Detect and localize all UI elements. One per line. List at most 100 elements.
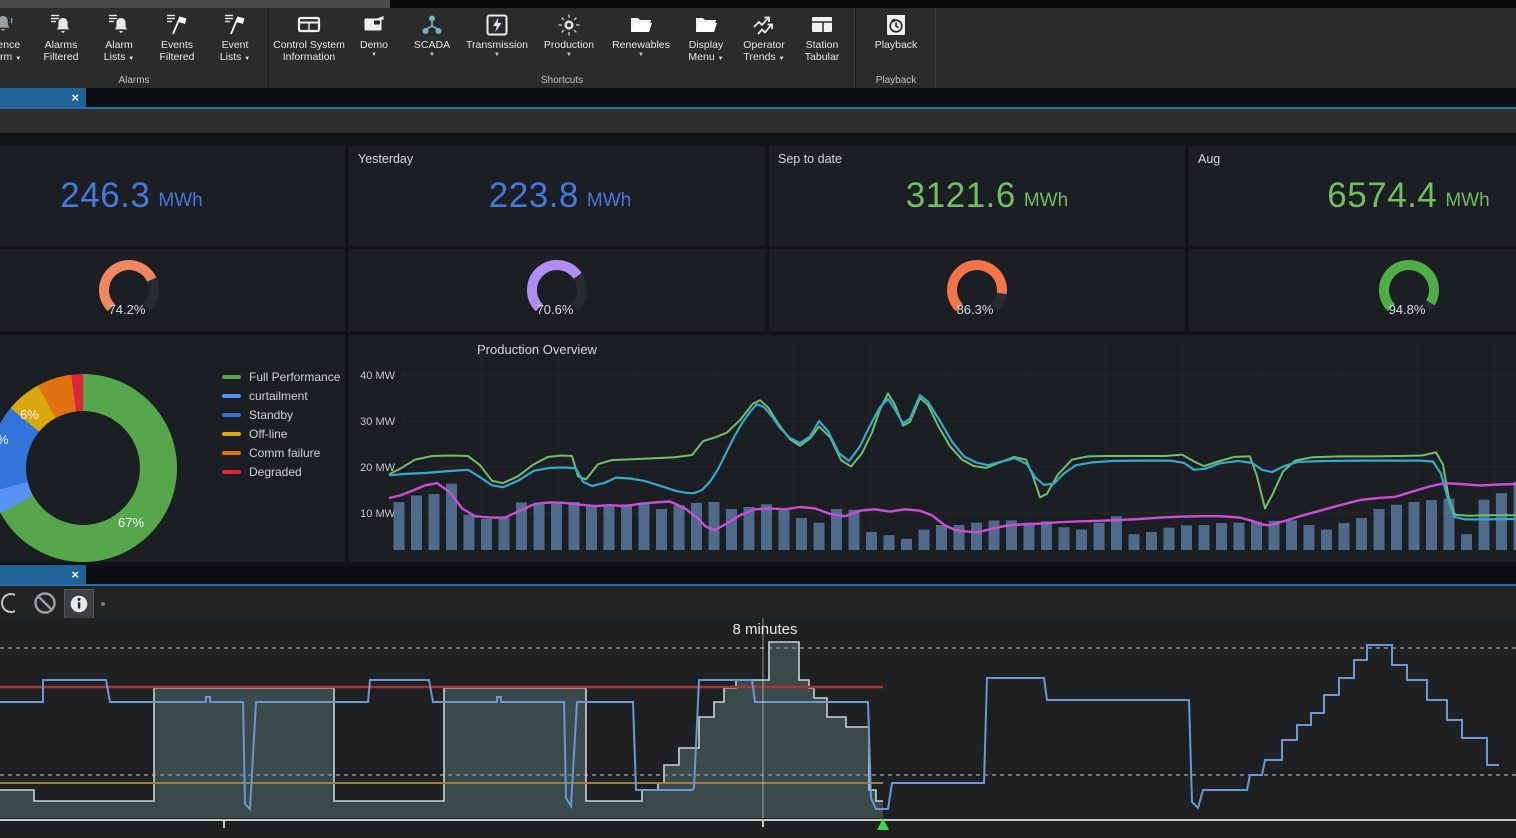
sun-icon bbox=[556, 11, 582, 39]
window-titlebar bbox=[0, 0, 390, 8]
ribbon-item-station-tabular[interactable]: Station Tabular bbox=[793, 8, 851, 63]
legend-item[interactable]: Off-line bbox=[222, 424, 340, 443]
ribbon-item-control-system-information[interactable]: Control System Information bbox=[273, 8, 345, 63]
ribbon-item-label: Control System Information bbox=[273, 39, 345, 63]
ribbon-group-playback: Playback Playback bbox=[855, 8, 936, 88]
gauge-chart: 94.8% bbox=[1378, 260, 1439, 317]
legend-label: Full Performance bbox=[249, 369, 341, 384]
gauge-chart: 86.3% bbox=[947, 260, 1007, 317]
svg-text:30 MW: 30 MW bbox=[360, 416, 395, 428]
ribbon-item-alarms-filtered[interactable]: Alarms Filtered bbox=[32, 8, 90, 63]
trend-tab[interactable]: × bbox=[0, 565, 86, 584]
ribbon-item-label: SilenceAlarm ▼ bbox=[0, 39, 22, 63]
close-icon[interactable]: × bbox=[71, 90, 79, 105]
legend-swatch bbox=[222, 431, 241, 436]
kpi-value: 6574.4 bbox=[1327, 176, 1438, 215]
bell-muted-icon bbox=[0, 11, 16, 39]
production-overview-panel: Production Overview 40 MW 30 MW 20 MW 10 MW bbox=[349, 335, 1516, 562]
legend-label: Comm failure bbox=[249, 445, 321, 460]
ribbon-item-alarm-lists[interactable]: Alarm Lists ▼ bbox=[90, 8, 148, 65]
legend-item[interactable]: Full Performance bbox=[222, 367, 340, 386]
production-chart-svg: 40 MW 30 MW 20 MW 10 MW bbox=[360, 345, 1516, 550]
ribbon-item-events-filtered[interactable]: Events Filtered bbox=[148, 8, 206, 63]
gauge-label: 70.6% bbox=[537, 302, 574, 317]
chevron-down-icon: ▼ bbox=[371, 52, 377, 58]
svg-text:10 MW: 10 MW bbox=[360, 508, 395, 520]
ribbon-group-label: Shortcuts bbox=[540, 75, 584, 86]
legend-swatch bbox=[222, 450, 241, 455]
kpi-gauge-panel-4: 94.8% bbox=[1189, 249, 1516, 331]
kpi-value: 223.8 bbox=[488, 176, 579, 215]
kpi-card-2: Yesterday 223.8 MWh bbox=[349, 146, 765, 246]
ribbon-item-silence-alarm[interactable]: SilenceAlarm ▼ bbox=[0, 8, 32, 65]
gauge-chart: 70.6% bbox=[527, 260, 587, 317]
chevron-down-icon: ▼ bbox=[429, 52, 435, 58]
ribbon-item-transmission[interactable]: Transmission ▼ bbox=[461, 8, 533, 59]
no-entry-icon[interactable] bbox=[31, 589, 59, 617]
trend-arrows-icon bbox=[751, 11, 777, 39]
legend-swatch bbox=[222, 374, 241, 379]
kpi-gauge-panel-2: 70.6% bbox=[349, 249, 765, 331]
ribbon-item-label: SCADA bbox=[413, 39, 451, 51]
ribbon-item-production[interactable]: Production ▼ bbox=[533, 8, 605, 59]
event-flag-icon bbox=[222, 11, 248, 39]
kpi-card-4: Aug 6574.4 MWh bbox=[1189, 146, 1516, 246]
kpi-card-title: Yesterday bbox=[358, 152, 414, 166]
legend-swatch bbox=[222, 469, 241, 474]
kpi-value: 246.3 bbox=[60, 176, 151, 215]
ribbon-item-operator-trends[interactable]: Operator Trends ▼ bbox=[735, 8, 793, 65]
kpi-unit: MWh bbox=[158, 190, 203, 211]
kpi-unit: MWh bbox=[586, 190, 632, 211]
legend-item[interactable]: Degraded bbox=[222, 462, 340, 481]
production-chart-title: Production Overview bbox=[477, 342, 597, 357]
monitor-icon bbox=[296, 11, 322, 39]
alarm-list-icon bbox=[106, 11, 132, 39]
kpi-card-1: 246.3 MWh bbox=[0, 146, 345, 246]
ribbon-item-event-lists[interactable]: Event Lists ▼ bbox=[206, 8, 264, 65]
header-bar bbox=[0, 109, 1516, 133]
ribbon-item-label: Alarm Lists ▼ bbox=[103, 39, 135, 63]
ribbon-item-label: Transmission bbox=[465, 39, 529, 51]
ribbon-group-shortcuts: Control System Information Demo ▼ SCADA ▼ Tran… bbox=[268, 8, 855, 88]
folder-icon bbox=[693, 11, 719, 39]
kpi-value: 3121.6 bbox=[905, 176, 1016, 215]
legend-item[interactable]: curtailment bbox=[222, 386, 340, 405]
legend-label: Off-line bbox=[249, 426, 288, 441]
ribbon-item-label: Renewables bbox=[612, 39, 670, 51]
ribbon-item-label: Alarms Filtered bbox=[43, 39, 79, 63]
legend-swatch bbox=[222, 412, 241, 417]
ribbon-item-renewables[interactable]: Renewables ▼ bbox=[605, 8, 677, 59]
alarm-list-icon bbox=[48, 11, 74, 39]
kpi-card-title: Aug bbox=[1198, 152, 1221, 166]
svg-text:20 MW: 20 MW bbox=[360, 462, 395, 474]
status-donut-panel: 67% 6%% Full Performance curtailment Standb… bbox=[0, 335, 345, 562]
chevron-down-icon: ▼ bbox=[566, 52, 572, 58]
gauge-label: 86.3% bbox=[957, 302, 994, 317]
legend-item[interactable]: Standby bbox=[222, 405, 340, 424]
ribbon-item-scada[interactable]: SCADA ▼ bbox=[403, 8, 461, 59]
tab-underline bbox=[0, 584, 1516, 586]
gauge-chart: 74.2% bbox=[98, 260, 159, 317]
trend-annotation: 8 minutes bbox=[732, 621, 798, 638]
ribbon-item-demo[interactable]: Demo ▼ bbox=[345, 8, 403, 59]
ribbon-item-display-menu[interactable]: Display Menu ▼ bbox=[677, 8, 735, 65]
legend-item[interactable]: Comm failure bbox=[222, 443, 340, 462]
bolt-box-icon bbox=[484, 11, 510, 39]
kpi-gauge-panel-3: 86.3% bbox=[769, 249, 1185, 331]
ribbon-item-playback[interactable]: Playback bbox=[860, 8, 932, 51]
info-icon[interactable] bbox=[64, 589, 94, 619]
top-tab-strip: × bbox=[0, 88, 1516, 109]
event-flag-icon bbox=[164, 11, 190, 39]
close-icon[interactable]: × bbox=[71, 567, 79, 582]
ribbon-item-label: Playback bbox=[874, 39, 918, 51]
donut-slice-label: % bbox=[0, 432, 9, 447]
legend-label: Standby bbox=[249, 407, 294, 422]
kpi-gauge-panel-1: 74.2% bbox=[0, 249, 345, 331]
clipped-icon bbox=[0, 589, 16, 617]
ribbon-item-label: Demo bbox=[359, 39, 388, 51]
dashboard-tab[interactable]: × bbox=[0, 88, 86, 107]
kpi-card-3: Sep to date 3121.6 MWh bbox=[769, 146, 1185, 246]
tab-underline bbox=[0, 107, 1516, 109]
